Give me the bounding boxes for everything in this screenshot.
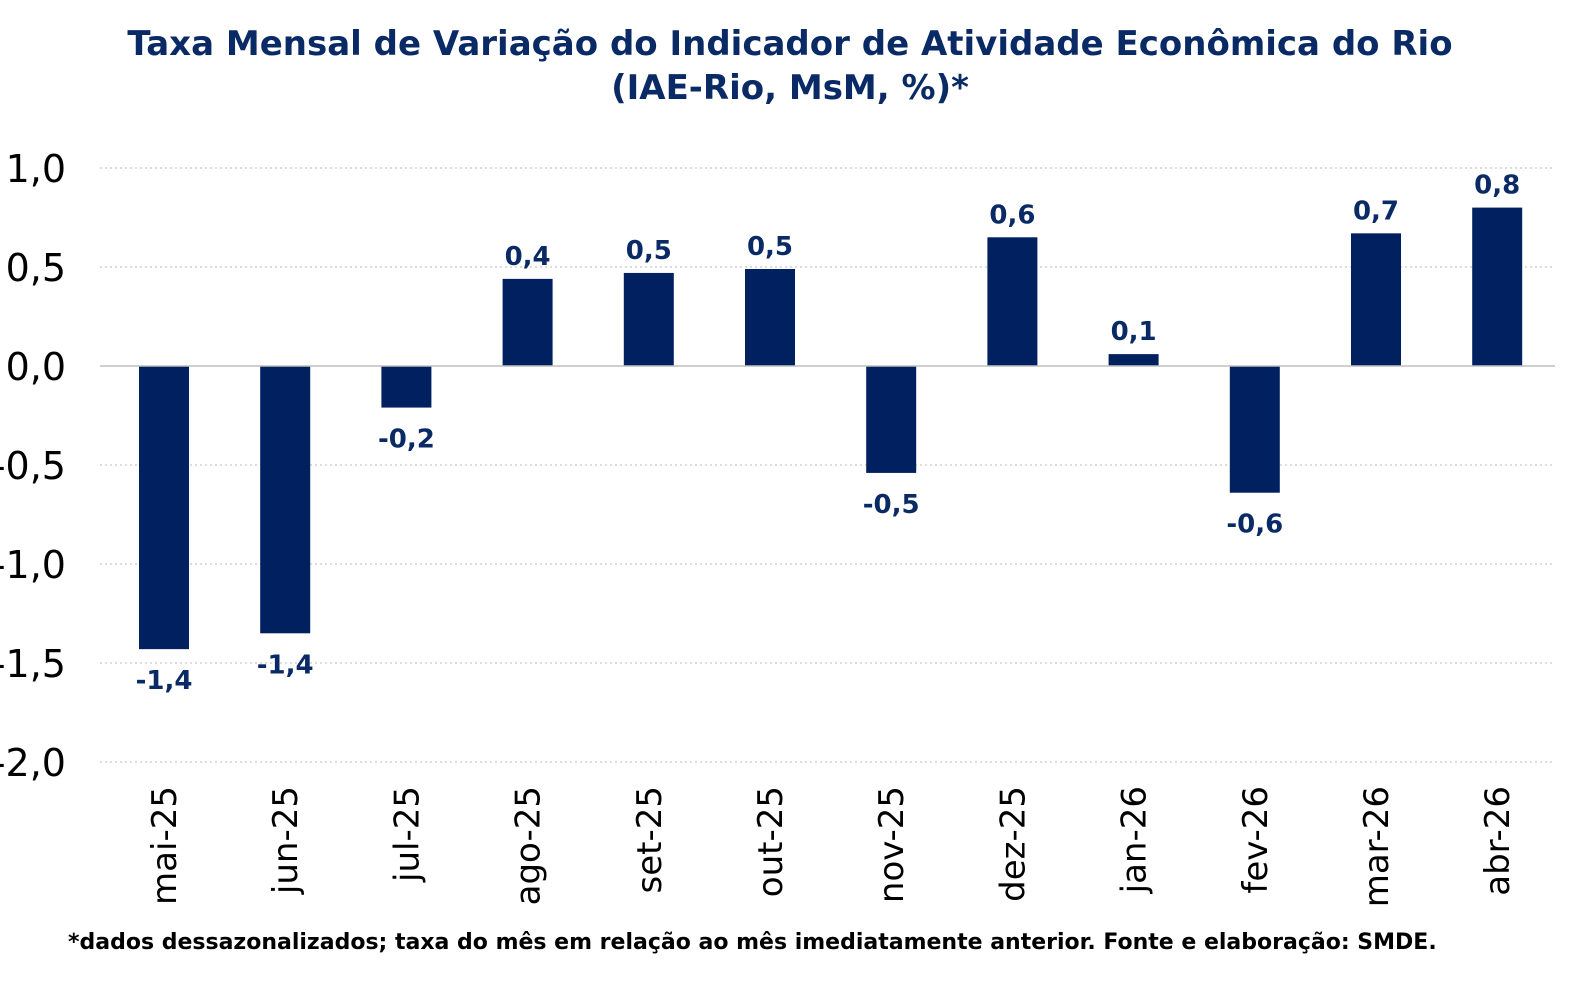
- y-tick-label: 0,5: [6, 246, 66, 290]
- x-tick-label: dez-25: [993, 786, 1033, 902]
- data-label: -0,6: [1226, 510, 1283, 540]
- data-label: 0,1: [1111, 317, 1157, 347]
- bar: [502, 278, 553, 366]
- x-tick-label: out-25: [751, 786, 791, 897]
- data-label: 0,7: [1353, 196, 1399, 226]
- x-tick-label: jan-26: [1115, 786, 1155, 894]
- x-tick-label: mar-26: [1357, 786, 1397, 907]
- bar: [260, 366, 311, 634]
- y-tick-label: -1,0: [0, 543, 66, 587]
- bar: [1472, 207, 1523, 366]
- y-tick-label: 1,0: [6, 147, 66, 191]
- chart-title: Taxa Mensal de Variação do Indicador de …: [127, 24, 1453, 64]
- x-tick-label: fev-26: [1236, 786, 1276, 894]
- x-tick-label: jun-25: [266, 786, 306, 895]
- x-tick-label: set-25: [630, 786, 670, 894]
- chart-subtitle: (IAE-Rio, MsM, %)*: [611, 68, 969, 108]
- chart-title-block: Taxa Mensal de Variação do Indicador de …: [0, 22, 1580, 110]
- bar: [1351, 233, 1401, 366]
- data-label: 0,6: [989, 200, 1035, 230]
- bar: [1229, 366, 1280, 493]
- bar: [139, 366, 189, 650]
- data-label: 0,5: [626, 236, 672, 266]
- x-tick-label: mai-25: [145, 786, 185, 905]
- bar: [745, 268, 795, 366]
- y-tick-label: -2,0: [0, 741, 66, 785]
- x-tick-label: abr-26: [1478, 786, 1518, 896]
- y-tick-label: 0,0: [6, 345, 66, 389]
- data-label: 0,4: [505, 242, 551, 272]
- bar: [1108, 354, 1159, 366]
- bar-chart: 1,0 0,5 0,0 -0,5 -1,0 -1,5 -2,0 -1,4 mai-25 -1,4 j…: [0, 147, 1555, 907]
- data-label: -0,5: [863, 490, 920, 520]
- bar: [381, 366, 432, 408]
- y-tick-label: -1,5: [0, 642, 66, 686]
- data-label: 0,5: [747, 232, 793, 262]
- bar: [623, 272, 674, 366]
- x-tick-label: jul-25: [387, 786, 427, 883]
- data-label: -0,2: [378, 425, 435, 455]
- x-tick-label: nov-25: [872, 786, 912, 903]
- data-label: -1,4: [136, 666, 193, 696]
- bar: [987, 237, 1038, 366]
- data-label: 0,8: [1474, 171, 1520, 201]
- footnote: *dados dessazonalizados; taxa do mês em …: [68, 930, 1437, 955]
- y-tick-label: -0,5: [0, 444, 66, 488]
- bar: [866, 366, 917, 473]
- x-tick-label: ago-25: [509, 786, 549, 905]
- data-label: -1,4: [257, 650, 314, 680]
